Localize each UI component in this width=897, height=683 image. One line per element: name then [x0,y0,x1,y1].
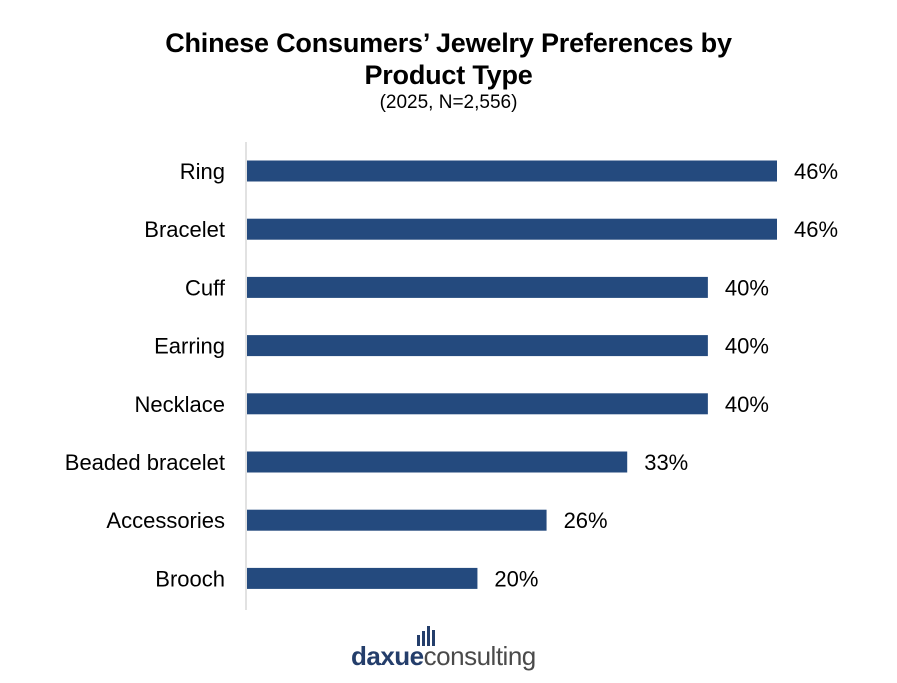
data-label: 46% [794,159,838,184]
bar-beaded-bracelet [247,451,628,473]
category-label: Accessories [106,508,225,533]
bar-chart-icon [417,626,435,646]
data-label: 26% [564,508,608,533]
data-label: 40% [725,275,769,300]
category-label: Earring [154,334,225,359]
logo-text-daxue: daxue [351,641,424,671]
chart-title-line2: Product Type [364,60,533,90]
bar-bracelet [247,218,777,240]
data-label: 20% [494,566,538,591]
data-label: 40% [725,334,769,359]
bar-accessories [247,509,547,531]
daxue-consulting-logo: daxueconsulting [351,626,561,676]
category-label: Brooch [155,566,225,591]
logo-text-consulting: consulting [423,641,537,671]
category-label: Beaded bracelet [65,450,225,475]
category-label: Bracelet [144,217,225,242]
bar-brooch [247,567,478,589]
bar-necklace [247,393,708,415]
data-label: 40% [725,392,769,417]
category-label: Cuff [185,275,226,300]
category-label: Ring [180,159,225,184]
logo-wordmark: daxueconsulting [351,641,536,672]
data-label: 33% [644,450,688,475]
category-label: Necklace [135,392,225,417]
chart-subtitle: (2025, N=2,556) [379,92,518,113]
bar-earring [247,335,708,357]
bar-ring [247,160,777,182]
bar-cuff [247,276,708,298]
chart-title-line1: Chinese Consumers’ Jewelry Preferences b… [165,28,732,58]
data-label: 46% [794,217,838,242]
